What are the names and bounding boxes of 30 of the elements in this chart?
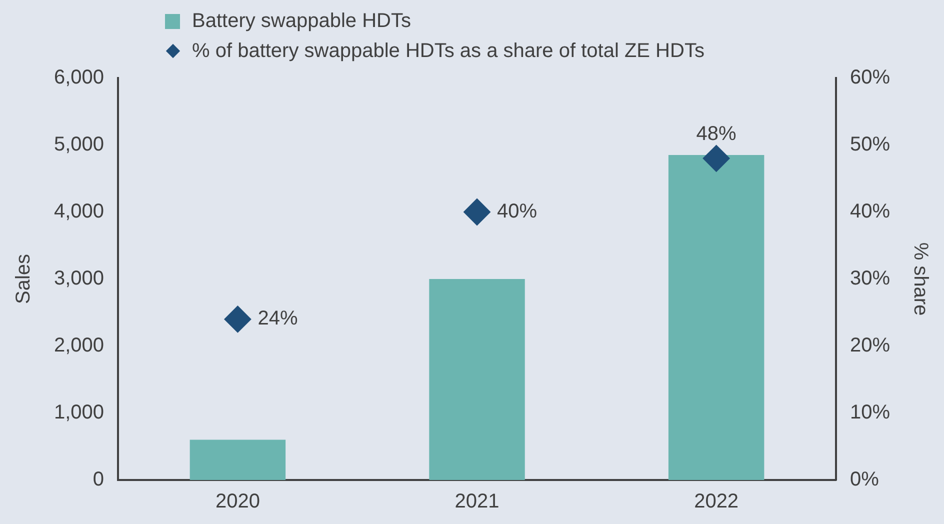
y2-tick-label: 30% bbox=[850, 268, 890, 290]
y2-axis-title: % share bbox=[909, 242, 932, 316]
point bbox=[702, 144, 730, 172]
y2-tick-label: 10% bbox=[850, 402, 890, 424]
y-tick-label: 4,000 bbox=[54, 200, 104, 223]
data-label: 24% bbox=[258, 308, 298, 330]
point bbox=[224, 306, 252, 333]
data-label: 40% bbox=[497, 200, 538, 223]
y-tick-label: 1,000 bbox=[54, 402, 104, 424]
y2-tick-label: 60% bbox=[850, 66, 890, 89]
y2-tick-label: 50% bbox=[850, 134, 890, 156]
y-tick-label: 6,000 bbox=[54, 66, 104, 89]
x-tick-label: 2020 bbox=[215, 490, 260, 513]
y-tick-label: 5,000 bbox=[54, 134, 104, 156]
y2-tick-label: 20% bbox=[850, 334, 890, 357]
y-axis-title: Sales bbox=[12, 254, 35, 304]
y-tick-label: 3,000 bbox=[54, 268, 104, 290]
bar bbox=[190, 440, 286, 480]
x-tick-label: 2021 bbox=[454, 490, 500, 513]
x-tick-label: 2022 bbox=[694, 490, 739, 513]
data-label: 48% bbox=[696, 122, 737, 145]
y-tick-label: 0 bbox=[92, 468, 104, 491]
y2-tick-label: 40% bbox=[850, 200, 890, 223]
y-tick-label: 2,000 bbox=[54, 334, 104, 357]
point bbox=[464, 198, 491, 226]
bar bbox=[668, 155, 764, 480]
y2-tick-label: 0% bbox=[850, 468, 880, 491]
legend-label: % of battery swappable HDTs as a share of total ZE HDTs bbox=[192, 39, 704, 64]
legend-label: Battery swappable HDTs bbox=[192, 9, 411, 34]
bar bbox=[429, 279, 525, 480]
